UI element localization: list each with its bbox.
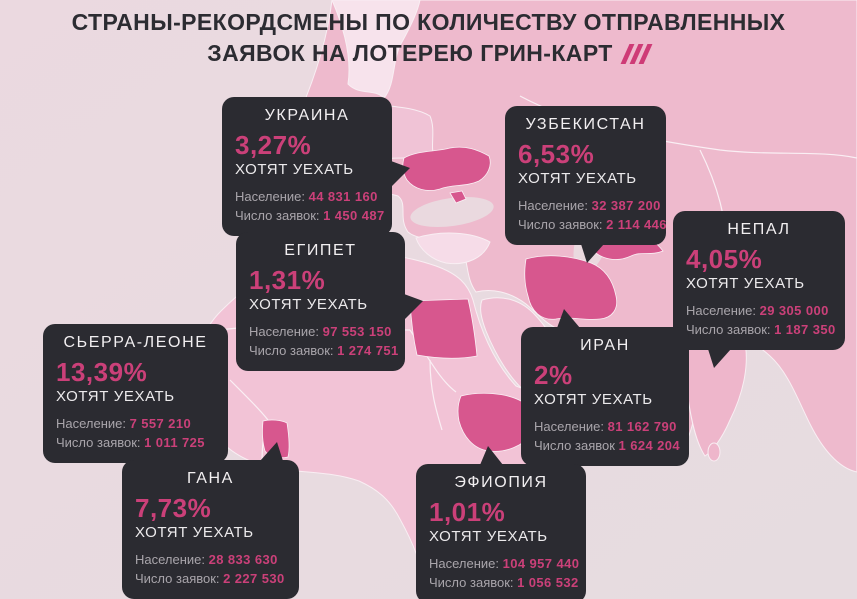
slashes-icon bbox=[620, 38, 653, 69]
applications-value: 1 056 532 bbox=[517, 575, 579, 590]
want-to-leave-label: ХОТЯТ УЕХАТЬ bbox=[56, 388, 175, 405]
population-value: 81 162 790 bbox=[607, 419, 677, 434]
applications-value: 1 274 751 bbox=[337, 343, 399, 358]
title-line1: СТРАНЫ-РЕКОРДСМЕНЫ ПО КОЛИЧЕСТВУ ОТПРАВЛ… bbox=[71, 9, 786, 35]
applications-row: Число заявок: 1 274 751 bbox=[249, 341, 398, 360]
applications-label: Число заявок bbox=[534, 438, 615, 453]
callout-nepal: НЕПАЛ 4,05% ХОТЯТ УЕХАТЬ Население: 29 3… bbox=[673, 211, 845, 368]
population-label: Население: bbox=[686, 303, 757, 318]
applications-label: Число заявок: bbox=[686, 322, 771, 337]
percent-value: 1,01% bbox=[429, 497, 506, 527]
want-to-leave-label: ХОТЯТ УЕХАТЬ bbox=[429, 528, 548, 545]
want-to-leave-label: ХОТЯТ УЕХАТЬ bbox=[686, 275, 805, 292]
applications-row: Число заявок: 1 187 350 bbox=[686, 320, 836, 339]
applications-value: 1 450 487 bbox=[323, 208, 385, 223]
population-row: Население: 44 831 160 bbox=[235, 187, 379, 206]
callout-tail-down-icon bbox=[581, 244, 604, 263]
want-to-leave-label: ХОТЯТ УЕХАТЬ bbox=[534, 391, 653, 408]
callout-uzbekistan: УЗБЕКИСТАН 6,53% ХОТЯТ УЕХАТЬ Население:… bbox=[505, 106, 666, 263]
map-sri-lanka bbox=[707, 442, 721, 462]
population-label: Население: bbox=[429, 556, 500, 571]
applications-row: Число заявок: 1 450 487 bbox=[235, 206, 384, 225]
percent-value: 4,05% bbox=[686, 244, 763, 274]
applications-value: 1 187 350 bbox=[774, 322, 836, 337]
population-value: 44 831 160 bbox=[308, 189, 378, 204]
map-turkey bbox=[415, 232, 491, 265]
map-country-egypt bbox=[409, 298, 478, 359]
population-value: 32 387 200 bbox=[591, 198, 661, 213]
map-country-crimea bbox=[449, 190, 467, 204]
callout-iran: ИРАН 2% ХОТЯТ УЕХАТЬ Население: 81 162 7… bbox=[521, 309, 689, 466]
population-value: 97 553 150 bbox=[322, 324, 392, 339]
population-label: Население: bbox=[249, 324, 320, 339]
percent-value: 7,73% bbox=[135, 493, 212, 523]
applications-label: Число заявок: bbox=[429, 575, 514, 590]
percent-value: 2% bbox=[534, 360, 573, 390]
callout-tail-right-icon bbox=[391, 161, 410, 187]
percent-value: 6,53% bbox=[518, 139, 595, 169]
applications-label: Число заявок: bbox=[518, 217, 603, 232]
country-name: СЬЕРРА-ЛЕОНЕ bbox=[63, 334, 208, 351]
population-row: Население: 28 833 630 bbox=[135, 550, 286, 569]
map-black-sea bbox=[410, 196, 494, 228]
callout-tail-right-icon bbox=[404, 294, 423, 320]
applications-label: Число заявок: bbox=[135, 571, 220, 586]
callout-egypt: ЕГИПЕТ 1,31% ХОТЯТ УЕХАТЬ Население: 97 … bbox=[236, 232, 423, 371]
country-name: ЭФИОПИЯ bbox=[454, 474, 548, 491]
applications-value: 1 624 204 bbox=[618, 438, 680, 453]
applications-label: Число заявок: bbox=[56, 435, 141, 450]
want-to-leave-label: ХОТЯТ УЕХАТЬ bbox=[135, 524, 254, 541]
population-value: 28 833 630 bbox=[208, 552, 278, 567]
country-name: УКРАИНА bbox=[264, 107, 350, 124]
population-label: Население: bbox=[56, 416, 127, 431]
population-label: Население: bbox=[518, 198, 589, 213]
callout-tail-up-icon bbox=[480, 446, 503, 465]
percent-value: 13,39% bbox=[56, 357, 148, 387]
population-row: Население: 97 553 150 bbox=[249, 322, 392, 341]
population-label: Население: bbox=[534, 419, 605, 434]
applications-label: Число заявок: bbox=[249, 343, 334, 358]
applications-row: Число заявок: 2 114 446 bbox=[518, 215, 666, 234]
applications-value: 2 114 446 bbox=[606, 217, 667, 232]
callout-sierra-leone: СЬЕРРА-ЛЕОНЕ 13,39% ХОТЯТ УЕХАТЬ Населен… bbox=[43, 324, 228, 481]
population-row: Население: 32 387 200 bbox=[518, 196, 660, 215]
country-name: УЗБЕКИСТАН bbox=[525, 116, 646, 133]
callout-ethiopia: ЭФИОПИЯ 1,01% ХОТЯТ УЕХАТЬ Население: 10… bbox=[416, 446, 586, 599]
map-country-ethiopia bbox=[457, 392, 538, 452]
percent-value: 1,31% bbox=[249, 265, 326, 295]
title-line2: ЗАЯВОК НА ЛОТЕРЕЮ ГРИН-КАРТ bbox=[207, 40, 613, 66]
applications-row: Число заявок: 2 227 530 bbox=[135, 569, 286, 588]
callout-ukraine: УКРАИНА 3,27% ХОТЯТ УЕХАТЬ Население: 44… bbox=[222, 97, 410, 236]
callout-tail-up-icon bbox=[260, 442, 283, 461]
population-row: Население: 81 162 790 bbox=[534, 417, 676, 436]
population-row: Население: 7 557 210 bbox=[56, 414, 215, 433]
want-to-leave-label: ХОТЯТ УЕХАТЬ bbox=[249, 296, 368, 313]
country-name: НЕПАЛ bbox=[727, 221, 791, 238]
callout-tail-down-icon bbox=[708, 349, 731, 368]
country-name: ЕГИПЕТ bbox=[284, 242, 357, 259]
want-to-leave-label: ХОТЯТ УЕХАТЬ bbox=[235, 161, 354, 178]
population-value: 104 957 440 bbox=[502, 556, 580, 571]
page-title: СТРАНЫ-РЕКОРДСМЕНЫ ПО КОЛИЧЕСТВУ ОТПРАВЛ… bbox=[0, 7, 857, 69]
callout-tail-up-icon bbox=[557, 309, 580, 328]
country-name: ИРАН bbox=[580, 337, 630, 354]
population-label: Население: bbox=[135, 552, 206, 567]
population-row: Население: 29 305 000 bbox=[686, 301, 832, 320]
header: СТРАНЫ-РЕКОРДСМЕНЫ ПО КОЛИЧЕСТВУ ОТПРАВЛ… bbox=[0, 7, 857, 69]
applications-value: 2 227 530 bbox=[223, 571, 285, 586]
applications-label: Число заявок: bbox=[235, 208, 320, 223]
percent-value: 3,27% bbox=[235, 130, 312, 160]
population-value: 29 305 000 bbox=[759, 303, 829, 318]
country-name: ГАНА bbox=[187, 470, 234, 487]
want-to-leave-label: ХОТЯТ УЕХАТЬ bbox=[518, 170, 637, 187]
population-label: Население: bbox=[235, 189, 306, 204]
applications-row: Число заявок: 1 056 532 bbox=[429, 573, 578, 592]
applications-value: 1 011 725 bbox=[144, 435, 205, 450]
population-value: 7 557 210 bbox=[129, 416, 192, 431]
callout-ghana: ГАНА 7,73% ХОТЯТ УЕХАТЬ Население: 28 83… bbox=[122, 442, 299, 599]
applications-row: Число заявок: 1 011 725 bbox=[56, 433, 215, 452]
applications-row: Число заявок 1 624 204 bbox=[534, 436, 680, 455]
population-row: Население: 104 957 440 bbox=[429, 554, 579, 573]
